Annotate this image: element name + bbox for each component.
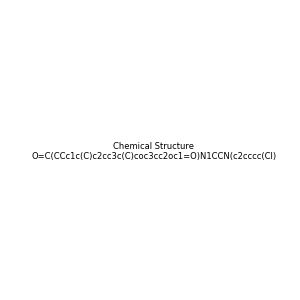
Text: Chemical Structure
O=C(CCc1c(C)c2cc3c(C)coc3cc2oc1=O)N1CCN(c2cccc(Cl): Chemical Structure O=C(CCc1c(C)c2cc3c(C)… [31, 142, 276, 161]
